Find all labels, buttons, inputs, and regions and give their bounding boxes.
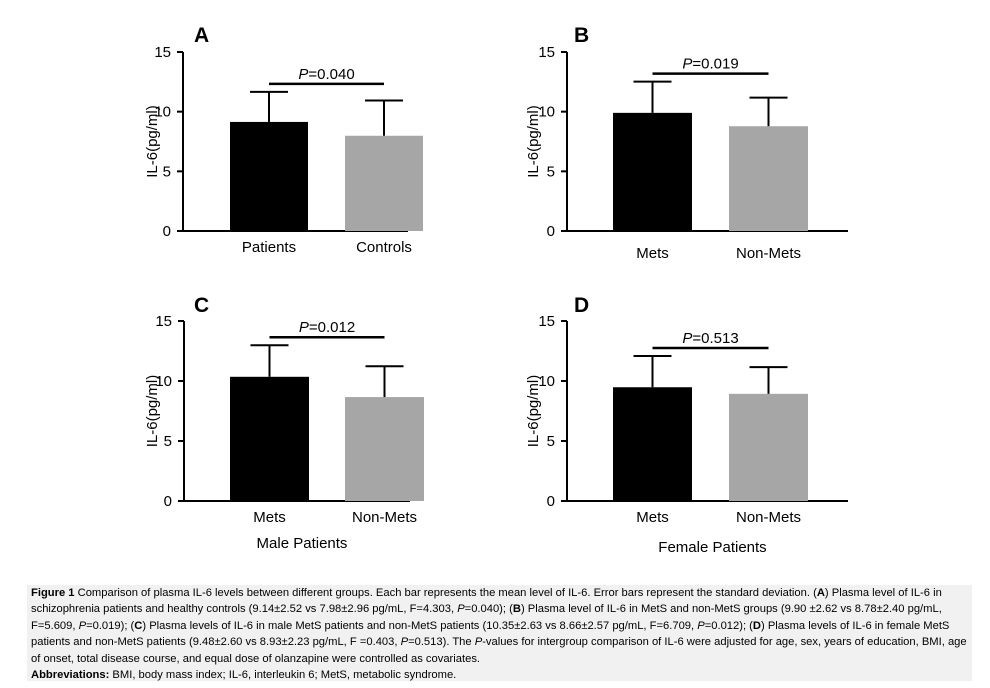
y-tick-label: 5 xyxy=(164,433,172,450)
chart-panel-a: A 0 5 10 15 IL-6(pg/ml) Patients Controls P=0.04… xyxy=(144,24,423,256)
caption-p-symbol: P xyxy=(474,636,483,649)
caption-body: Figure 1 Comparison of plasma IL-6 level… xyxy=(31,585,968,667)
y-tick-label: 0 xyxy=(547,223,555,240)
p-value-label: P=0.012 xyxy=(299,319,355,336)
caption-abbreviations: Abbreviations: BMI, body mass index; IL-… xyxy=(31,667,968,683)
p-value-label: P=0.019 xyxy=(682,56,738,73)
caption-p-symbol: P xyxy=(457,603,465,616)
y-tick-label: 5 xyxy=(163,163,171,180)
abbreviations-text: BMI, body mass index; IL-6, interleukin … xyxy=(109,669,457,682)
y-axis-label: IL-6(pg/ml) xyxy=(525,105,542,178)
p-value: =0.012 xyxy=(309,319,355,336)
caption-text: ) Plasma levels of IL-6 in female MetS p… xyxy=(31,619,950,649)
caption-panel-ref: D xyxy=(752,619,761,632)
y-tick-label: 10 xyxy=(154,104,171,121)
bar-mets xyxy=(613,112,692,231)
caption-panel-ref: C xyxy=(134,619,143,632)
panel-letter: A xyxy=(194,24,209,47)
y-tick-label: 5 xyxy=(547,163,555,180)
bar-patients xyxy=(230,121,308,231)
y-tick-label: 15 xyxy=(155,313,172,330)
y-tick-label: 10 xyxy=(155,373,172,390)
caption-text: ) Plasma level of IL-6 in schizophrenia … xyxy=(31,587,942,616)
category-label: Mets xyxy=(253,509,286,526)
bar-non-mets xyxy=(729,126,808,231)
x-axis-label: Male Patients xyxy=(257,535,348,552)
x-axis-label: Female Patients xyxy=(658,539,766,556)
abbreviations-label: Abbreviations: xyxy=(31,669,110,682)
caption-text: =0.019); ( xyxy=(86,619,135,632)
p-symbol: P xyxy=(298,66,308,83)
caption-p-symbol: P xyxy=(78,619,87,632)
y-tick-label: 0 xyxy=(547,493,555,510)
p-value: =0.513 xyxy=(692,330,738,347)
caption-text: =0.040); ( xyxy=(464,603,513,616)
y-tick-label: 15 xyxy=(538,44,555,61)
p-value: =0.019 xyxy=(692,56,738,73)
p-symbol: P xyxy=(682,56,692,73)
caption-panel-ref: A xyxy=(816,587,825,599)
caption-text: Comparison of plasma IL-6 levels between… xyxy=(74,587,817,599)
y-tick-label: 10 xyxy=(538,104,555,121)
caption-text: =0.513). The xyxy=(408,636,475,649)
y-tick-label: 5 xyxy=(547,433,555,450)
caption-panel-ref: B xyxy=(512,603,521,616)
caption-figure-label: Figure 1 xyxy=(31,587,75,599)
y-tick-label: 15 xyxy=(538,313,555,330)
caption-p-symbol: P xyxy=(400,636,409,649)
panel-letter: B xyxy=(574,24,589,47)
chart-panel-d: D 0 5 10 15 IL-6(pg/ml) Mets Non-Mets P=0.513 Fem… xyxy=(525,294,848,556)
panel-letter: D xyxy=(574,294,589,317)
chart-panel-c: C 0 5 10 15 IL-6(pg/ml) Mets Non-Mets P=0.012 Mal… xyxy=(144,294,424,552)
p-value: =0.040 xyxy=(308,66,354,83)
bar-non-mets xyxy=(345,397,424,501)
category-label: Mets xyxy=(636,245,669,262)
bar-mets xyxy=(613,387,692,501)
panel-letter: C xyxy=(194,294,209,317)
p-symbol: P xyxy=(682,330,692,347)
category-label: Non-Mets xyxy=(736,245,801,262)
category-label: Controls xyxy=(356,239,412,256)
y-tick-label: 15 xyxy=(154,44,171,61)
category-label: Patients xyxy=(242,239,296,256)
caption-text: ) Plasma levels of IL-6 in male MetS pat… xyxy=(142,619,698,632)
y-axis-label: IL-6(pg/ml) xyxy=(144,105,161,178)
y-tick-label: 10 xyxy=(538,373,555,390)
bar-non-mets xyxy=(729,393,808,501)
p-value-label: P=0.040 xyxy=(298,66,354,83)
category-label: Non-Mets xyxy=(352,509,417,526)
p-value-label: P=0.513 xyxy=(682,330,738,347)
caption-text: =0.012); ( xyxy=(704,619,753,632)
caption-text: ) Plasma level of IL-6 in MetS and non-M… xyxy=(31,603,942,632)
chart-panel-b: B 0 5 10 15 IL-6(pg/ml) Mets Non-Mets P=0.019 xyxy=(525,24,848,262)
figure-caption: Figure 1 Comparison of plasma IL-6 level… xyxy=(27,585,972,681)
bar-mets xyxy=(230,376,309,501)
p-symbol: P xyxy=(299,319,309,336)
bar-controls xyxy=(345,135,423,231)
caption-text: -values for intergroup comparison of IL-… xyxy=(31,636,967,665)
y-tick-label: 0 xyxy=(164,493,172,510)
category-label: Mets xyxy=(636,509,669,526)
category-label: Non-Mets xyxy=(736,509,801,526)
caption-p-symbol: P xyxy=(697,619,705,632)
y-axis-label: IL-6(pg/ml) xyxy=(144,375,161,448)
y-tick-label: 0 xyxy=(163,223,171,240)
y-axis-label: IL-6(pg/ml) xyxy=(525,375,542,448)
